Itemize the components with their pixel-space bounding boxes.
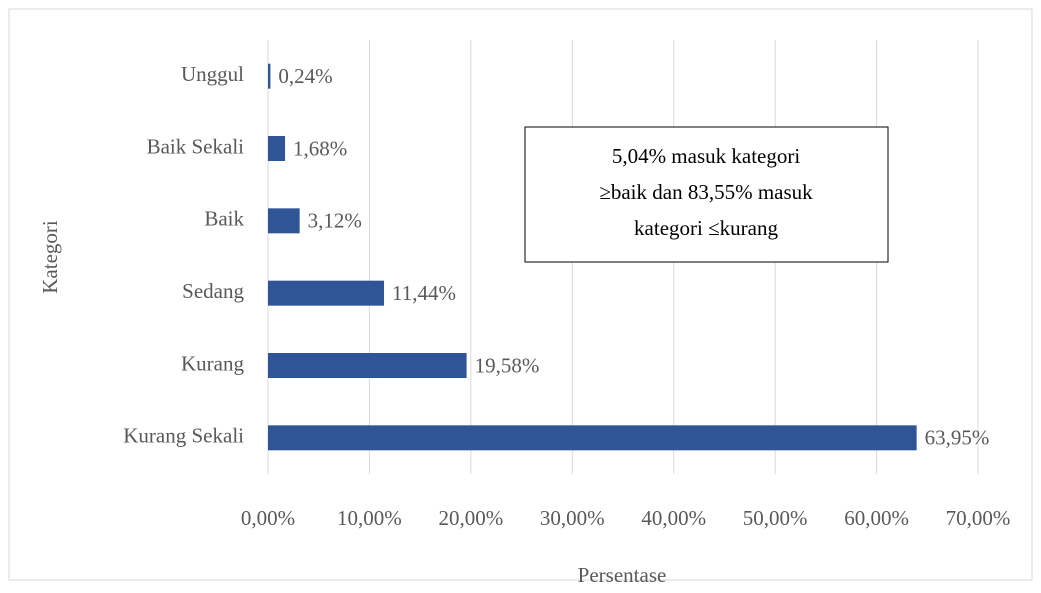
x-tick-label: 60,00% (844, 506, 909, 530)
y-axis-title: Kategori (38, 220, 62, 294)
x-tick-label: 50,00% (743, 506, 808, 530)
bar (268, 425, 917, 451)
data-label: 0,24% (278, 64, 332, 88)
data-label: 63,95% (925, 426, 990, 450)
y-tick-label: Baik (204, 207, 244, 231)
bar (268, 280, 385, 306)
bar (268, 353, 467, 378)
y-tick-label: Kurang (181, 351, 244, 375)
annotation-box (524, 126, 889, 263)
bar (268, 208, 300, 234)
bar (268, 63, 271, 89)
data-label: 19,58% (475, 353, 540, 377)
data-label: 1,68% (293, 136, 347, 160)
x-tick-label: 0,00% (241, 506, 295, 530)
x-tick-label: 20,00% (438, 506, 503, 530)
y-tick-label: Kurang Sekali (123, 424, 244, 448)
x-tick-label: 70,00% (946, 506, 1011, 530)
x-tick-label: 40,00% (641, 506, 706, 530)
bar (268, 136, 286, 161)
x-tick-label: 10,00% (337, 506, 402, 530)
annotation-text: ≥baik dan 83,55% masuk (599, 180, 813, 204)
y-tick-label: Unggul (181, 62, 244, 86)
y-tick-label: Sedang (182, 279, 244, 303)
x-tick-label: 30,00% (540, 506, 605, 530)
y-tick-label: Baik Sekali (147, 134, 245, 158)
annotation-text: kategori ≤kurang (634, 216, 778, 240)
data-label: 3,12% (308, 209, 362, 233)
chart-border (8, 8, 1033, 581)
annotation-text: 5,04% masuk kategori (612, 144, 801, 168)
x-axis-title: Persentase (578, 563, 667, 587)
data-label: 11,44% (392, 281, 456, 305)
